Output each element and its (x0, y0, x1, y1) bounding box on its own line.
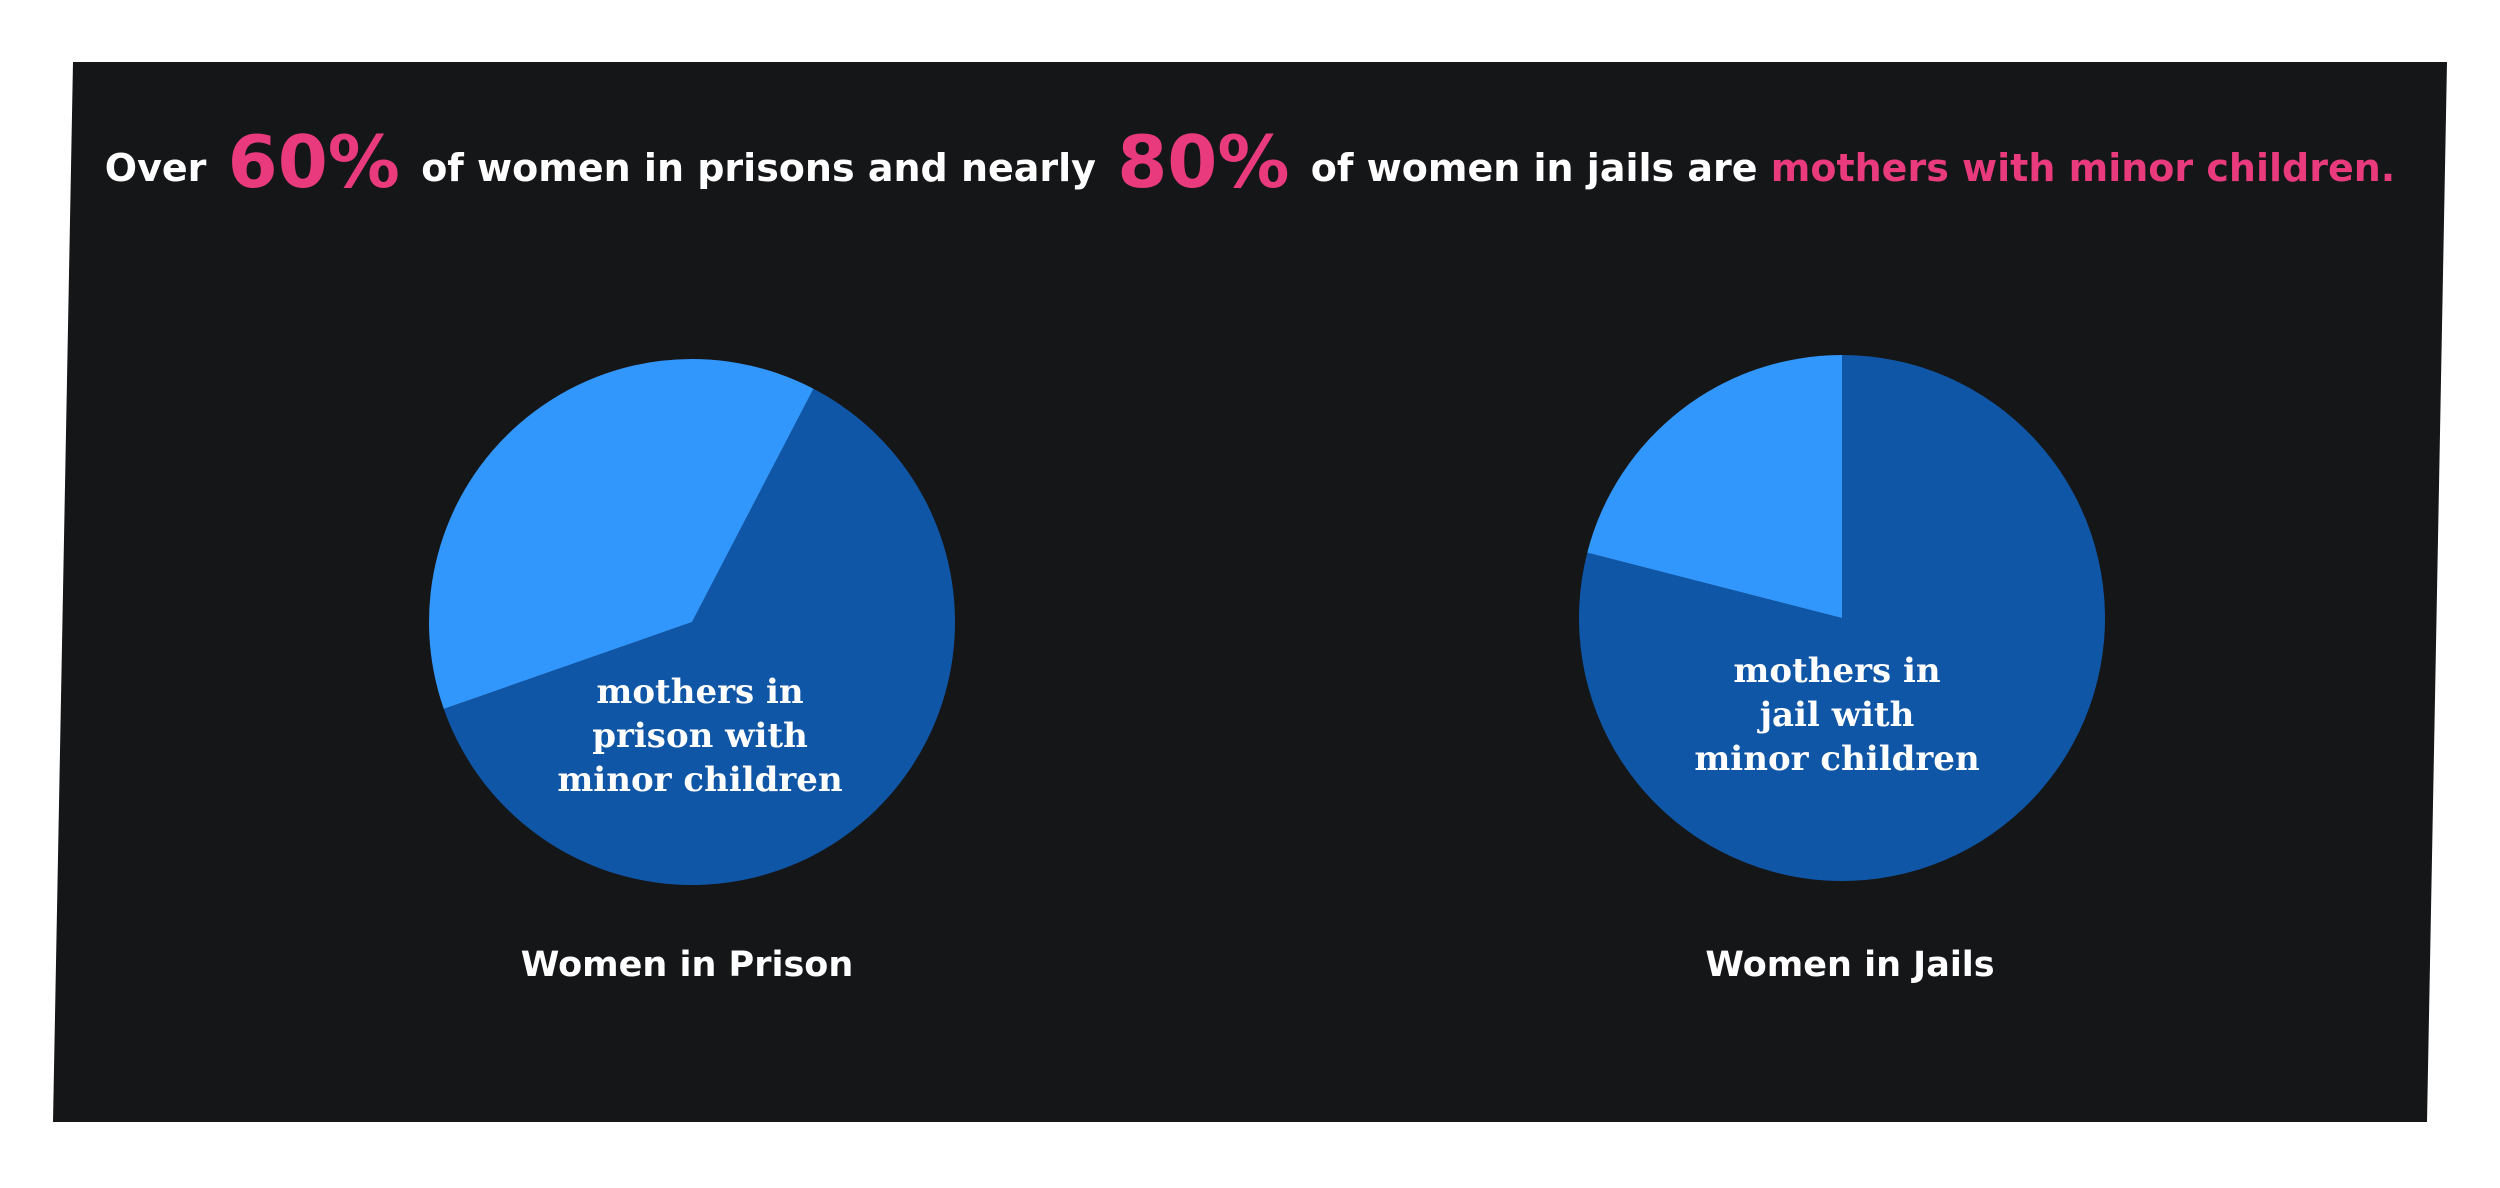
pie-slice-other (1587, 355, 1842, 618)
headline-accent: mothers with minor children. (1770, 146, 2396, 190)
pie-label-line: minor children (1694, 739, 1979, 779)
pie-slice-mothers (1578, 355, 2105, 881)
chart-title-prison: Women in Prison (520, 945, 854, 985)
pie-slice-mothers (443, 388, 955, 885)
headline-part3: of women in jails are (1310, 146, 1758, 190)
pie-chart-prison: mothers in prison with minor children (429, 358, 955, 885)
pie-slice-label: mothers in prison with minor children (557, 672, 842, 800)
pie-label-line: mothers in (1733, 651, 1940, 691)
pie-slice-label: mothers in jail with minor children (1694, 651, 1979, 779)
pie-label-line: jail with (1757, 695, 1915, 735)
headline-pct-jail: 80% (1117, 120, 1290, 204)
headline-part1: Over (104, 146, 207, 190)
headline: Over 60% of women in prisons and nearly … (0, 120, 2500, 204)
headline-pct-prison: 60% (227, 120, 400, 204)
pie-label-line: prison with (592, 716, 808, 756)
pie-label-line: mothers in (596, 672, 803, 712)
pie-slice-other (429, 358, 814, 709)
headline-part2: of women in prisons and nearly (421, 146, 1096, 190)
pie-label-line: minor children (557, 760, 842, 800)
pie-chart-jail: mothers in jail with minor children (1578, 355, 2105, 881)
chart-title-jail: Women in Jails (1705, 945, 1995, 985)
